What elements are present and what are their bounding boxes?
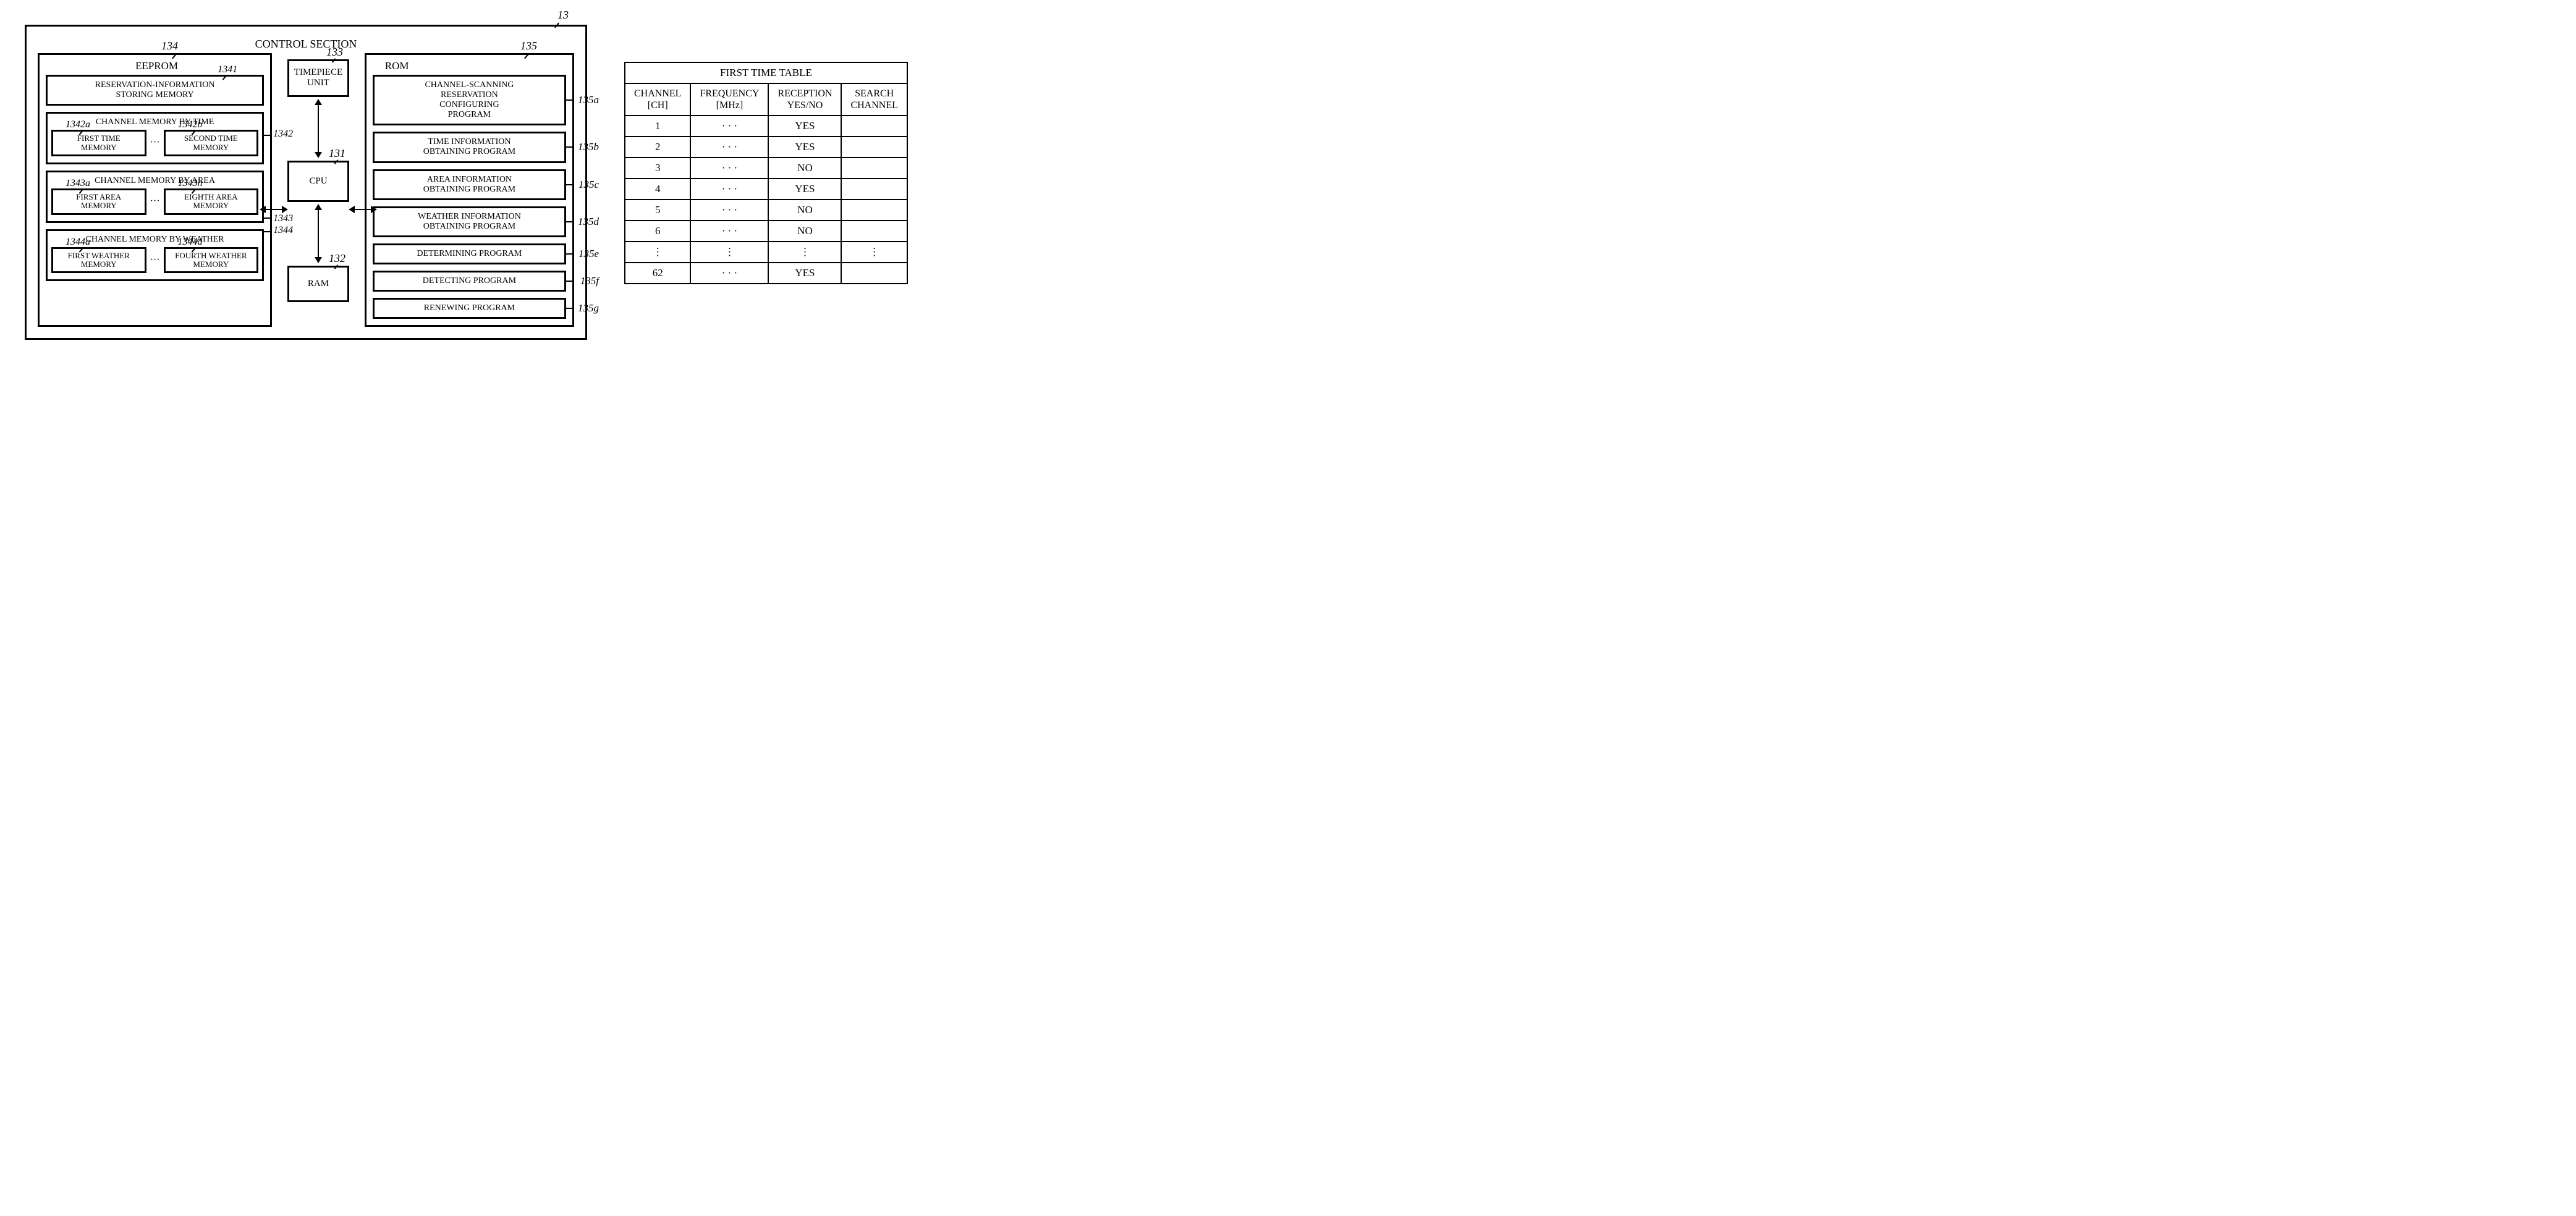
table-row: 3· · ·NO <box>625 158 907 179</box>
rom-box: ROM CHANNEL-SCANNING RESERVATION CONFIGU… <box>365 53 574 327</box>
timepiece-unit: TIMEPIECE UNIT <box>287 59 349 97</box>
table-cell: 6 <box>625 221 690 242</box>
table-cell: · · · <box>690 179 768 200</box>
first-area-memory: 1343a FIRST AREA MEMORY <box>51 188 146 215</box>
table-cell: YES <box>768 263 841 284</box>
table-cell: · · · <box>690 137 768 158</box>
table-cell <box>841 221 907 242</box>
table-cell: YES <box>768 179 841 200</box>
first-weather-memory: 1344a FIRST WEATHER MEMORY <box>51 247 146 274</box>
table-cell: 1 <box>625 116 690 137</box>
table-cell: · · · <box>690 221 768 242</box>
channel-memory-time: CHANNEL MEMORY BY TIME 1342a FIRST TIME … <box>46 112 264 164</box>
table-cell: · · · <box>690 158 768 179</box>
eeprom-box: EEPROM 1341 RESERVATION-INFORMATION STOR… <box>38 53 272 327</box>
table-cell: ⋮ <box>768 242 841 263</box>
table-cell: 2 <box>625 137 690 158</box>
table-column-header: SEARCH CHANNEL <box>841 83 907 116</box>
table-cell: NO <box>768 200 841 221</box>
table-row: ⋮⋮⋮⋮ <box>625 242 907 263</box>
ref-outer: 13 <box>557 9 569 22</box>
cpu: CPU <box>287 161 349 202</box>
first-time-table: FIRST TIME TABLE CHANNEL [CH]FREQUENCY [… <box>624 62 908 284</box>
table-cell: ⋮ <box>690 242 768 263</box>
channel-memory-area: CHANNEL MEMORY BY AREA 1343a FIRST AREA … <box>46 171 264 223</box>
ref-rom: 135 <box>520 40 537 53</box>
arrow-eeprom-cpu <box>265 209 283 210</box>
control-section-diagram: 13 CONTROL SECTION 134 EEPROM 1341 RESER… <box>25 25 587 340</box>
rom-ref: 135e <box>578 248 599 260</box>
rom-ref: 135a <box>578 94 599 106</box>
table-cell: YES <box>768 137 841 158</box>
table-row: 5· · ·NO <box>625 200 907 221</box>
table-cell: · · · <box>690 263 768 284</box>
table-cell: YES <box>768 116 841 137</box>
table-cell <box>841 179 907 200</box>
table-row: 62· · ·YES <box>625 263 907 284</box>
first-time-memory: 1342a FIRST TIME MEMORY <box>51 130 146 156</box>
table-cell: 3 <box>625 158 690 179</box>
table-cell <box>841 137 907 158</box>
ref-eeprom: 134 <box>161 40 178 53</box>
rom-program: AREA INFORMATION OBTAINING PROGRAM135c <box>373 169 566 200</box>
table-cell <box>841 200 907 221</box>
table-row: 4· · ·YES <box>625 179 907 200</box>
rom-title: ROM <box>373 60 566 72</box>
rom-program: RENEWING PROGRAM135g <box>373 298 566 319</box>
table-cell: · · · <box>690 200 768 221</box>
eighth-area-memory: 1343h EIGHTH AREA MEMORY <box>164 188 259 215</box>
rom-program: CHANNEL-SCANNING RESERVATION CONFIGURING… <box>373 75 566 125</box>
table-cell <box>841 158 907 179</box>
table-row: 2· · ·YES <box>625 137 907 158</box>
table-cell: NO <box>768 158 841 179</box>
table-cell <box>841 263 907 284</box>
channel-memory-weather: CHANNEL MEMORY BY WEATHER 1344a FIRST WE… <box>46 229 264 282</box>
table-cell: 5 <box>625 200 690 221</box>
table-cell: 4 <box>625 179 690 200</box>
table-cell: NO <box>768 221 841 242</box>
table-cell: ⋮ <box>841 242 907 263</box>
table-column-header: RECEPTION YES/NO <box>768 83 841 116</box>
table-row: 1· · ·YES <box>625 116 907 137</box>
arrow-cpu-ram <box>318 209 319 258</box>
table-title: FIRST TIME TABLE <box>625 62 907 83</box>
rom-ref: 135g <box>578 302 599 315</box>
rom-program: WEATHER INFORMATION OBTAINING PROGRAM135… <box>373 206 566 237</box>
fourth-weather-memory: 1344d FOURTH WEATHER MEMORY <box>164 247 259 274</box>
first-time-table-wrap: FIRST TIME TABLE CHANNEL [CH]FREQUENCY [… <box>624 62 908 284</box>
rom-ref: 135b <box>578 141 599 154</box>
table-cell: ⋮ <box>625 242 690 263</box>
rom-ref: 135f <box>580 275 599 287</box>
table-column-header: FREQUENCY [MHz] <box>690 83 768 116</box>
rom-ref: 135c <box>578 179 599 191</box>
rom-program: TIME INFORMATION OBTAINING PROGRAM135b <box>373 132 566 163</box>
rom-ref: 135d <box>578 216 599 228</box>
ram: RAM <box>287 266 349 302</box>
rom-program: DETECTING PROGRAM135f <box>373 271 566 292</box>
rom-program: DETERMINING PROGRAM135e <box>373 243 566 264</box>
table-cell: 62 <box>625 263 690 284</box>
table-cell <box>841 116 907 137</box>
reservation-memory: 1341 RESERVATION-INFORMATION STORING MEM… <box>46 75 264 106</box>
table-column-header: CHANNEL [CH] <box>625 83 690 116</box>
control-section-title: CONTROL SECTION <box>38 38 574 51</box>
table-cell: · · · <box>690 116 768 137</box>
table-row: 6· · ·NO <box>625 221 907 242</box>
second-time-memory: 1342b SECOND TIME MEMORY <box>164 130 259 156</box>
control-section-box: CONTROL SECTION 134 EEPROM 1341 RESERVAT… <box>25 25 587 340</box>
arrow-timepiece-cpu <box>318 104 319 153</box>
